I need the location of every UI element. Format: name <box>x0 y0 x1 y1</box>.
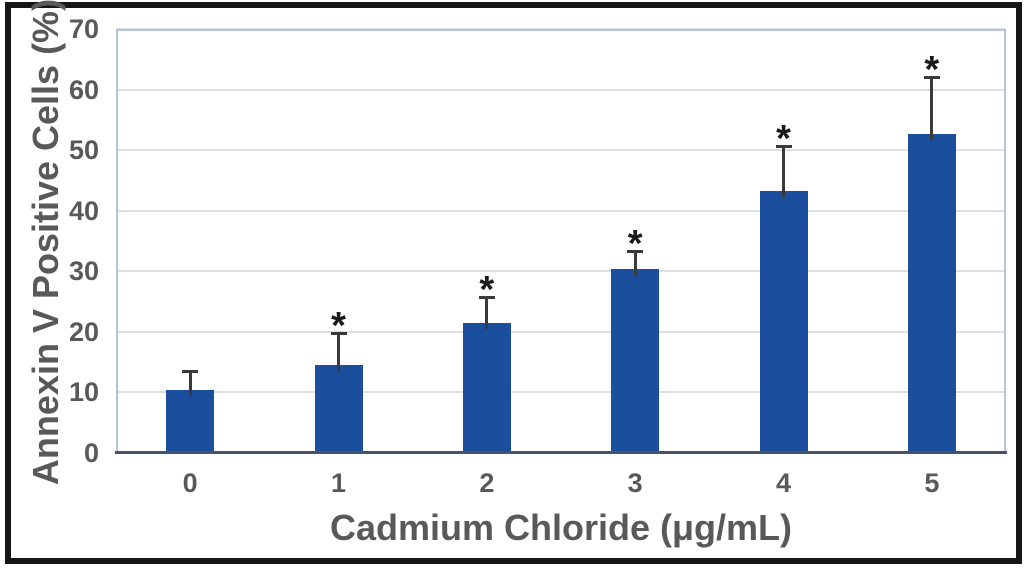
x-tick-label: 4 <box>775 468 792 498</box>
error-bar-line <box>930 76 934 141</box>
x-tick-label: 3 <box>627 468 643 498</box>
y-tick-label: 0 <box>83 438 99 468</box>
x-tick-label: 1 <box>330 468 347 498</box>
error-bar-line <box>337 333 340 372</box>
bar <box>166 390 215 453</box>
gridline <box>116 88 1006 91</box>
x-axis-line <box>115 451 1007 454</box>
x-tick-label: 5 <box>924 468 940 498</box>
bar <box>759 191 808 453</box>
y-tick-label: 70 <box>68 14 99 44</box>
significance-asterisk: * <box>627 223 643 266</box>
error-bar-cap <box>182 370 199 374</box>
error-bar-line <box>188 371 192 396</box>
y-tick-label: 10 <box>68 377 99 408</box>
gridline <box>116 270 1006 273</box>
x-tick-label: 0 <box>182 468 198 498</box>
x-axis-title: Cadmium Chloride (μg/mL) <box>329 507 793 548</box>
plot-border <box>116 29 1006 453</box>
gridline <box>116 330 1006 333</box>
bar <box>907 134 956 453</box>
gridline <box>116 209 1006 212</box>
error-bar-line <box>485 296 489 330</box>
y-tick-label: 50 <box>68 135 99 166</box>
y-tick-label: 60 <box>68 74 99 105</box>
error-bar-cap <box>923 75 940 79</box>
bar <box>462 323 511 453</box>
y-tick-label: 30 <box>68 256 99 287</box>
error-bar-cap <box>330 332 347 336</box>
gridline <box>116 391 1006 394</box>
significance-asterisk: * <box>776 117 791 160</box>
error-bar-line <box>633 251 637 275</box>
x-tick-label: 2 <box>479 468 495 498</box>
error-bar-cap <box>627 250 644 254</box>
y-tick-label: 40 <box>68 195 99 226</box>
significance-asterisk: * <box>924 48 940 91</box>
bar <box>611 268 660 453</box>
significance-asterisk: * <box>331 305 346 348</box>
y-tick-label: 20 <box>68 316 99 347</box>
gridline <box>116 149 1006 152</box>
error-bar-line <box>782 145 785 198</box>
error-bar-cap <box>775 144 792 148</box>
error-bar-cap <box>478 295 495 299</box>
bar <box>314 365 363 453</box>
significance-asterisk: * <box>479 268 495 311</box>
